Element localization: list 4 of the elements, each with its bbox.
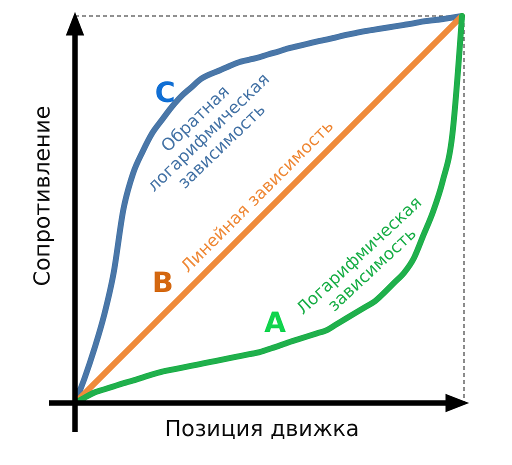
annotation: A [264, 306, 286, 339]
y-axis-title: Сопротивление [30, 106, 56, 286]
x-axis-title: Позиция движка [164, 417, 360, 442]
annotation: B [152, 266, 174, 299]
